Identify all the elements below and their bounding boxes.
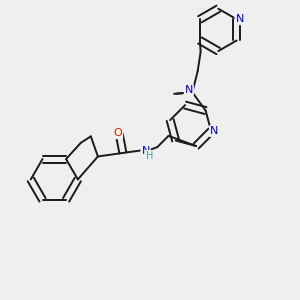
Text: N: N bbox=[185, 85, 193, 95]
Text: N: N bbox=[141, 146, 150, 157]
Text: H: H bbox=[146, 151, 153, 161]
Text: O: O bbox=[113, 128, 122, 138]
Text: N: N bbox=[210, 126, 218, 136]
Text: N: N bbox=[236, 14, 244, 24]
